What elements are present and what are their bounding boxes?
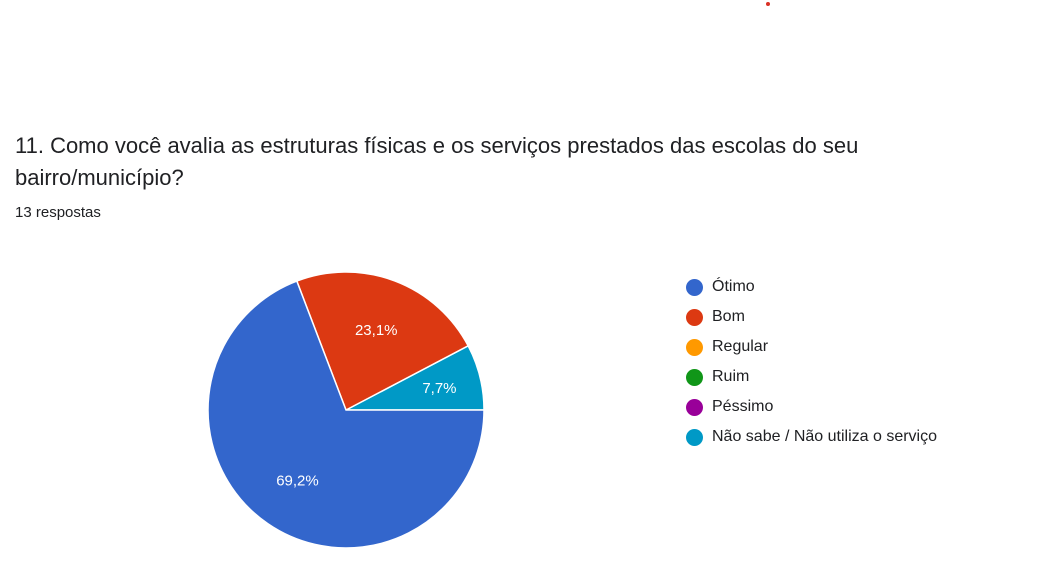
legend-item-regular: Regular (686, 332, 937, 362)
data-label-nao-sabe-nao-utiliza-o-servico: 7,7% (422, 380, 456, 397)
legend-label: Péssimo (712, 398, 774, 415)
response-count: 13 respostas (15, 204, 101, 221)
legend-swatch (686, 398, 703, 416)
data-label-otimo: 69,2% (276, 472, 319, 489)
pie-slice-bom (295, 271, 470, 412)
chart-legend: Ótimo Bom Regular Ruim Péssimo Não sabe / Não… (686, 272, 937, 452)
pie-slice-otimo (207, 280, 485, 549)
legend-label: Ótimo (712, 278, 755, 295)
legend-label: Ruim (712, 368, 750, 385)
red-dot (766, 2, 770, 6)
legend-label: Bom (712, 308, 745, 325)
legend-item-otimo: Ótimo (686, 272, 937, 302)
legend-item-ruim: Ruim (686, 362, 937, 392)
legend-swatch (686, 308, 703, 326)
legend-label: Não sabe / Não utiliza o serviço (712, 428, 937, 445)
legend-item-pessimo: Péssimo (686, 392, 937, 422)
legend-swatch (686, 368, 703, 386)
legend-swatch (686, 428, 703, 446)
legend-item-nao-sabe-nao-utiliza-o-servico: Não sabe / Não utiliza o serviço (686, 422, 937, 452)
question-title: 11. Como você avalia as estruturas físic… (15, 133, 859, 190)
legend-item-bom: Bom (686, 302, 937, 332)
legend-label: Regular (712, 338, 769, 355)
legend-swatch (686, 278, 703, 296)
data-label-bom: 23,1% (355, 322, 398, 339)
legend-swatch (686, 338, 703, 356)
